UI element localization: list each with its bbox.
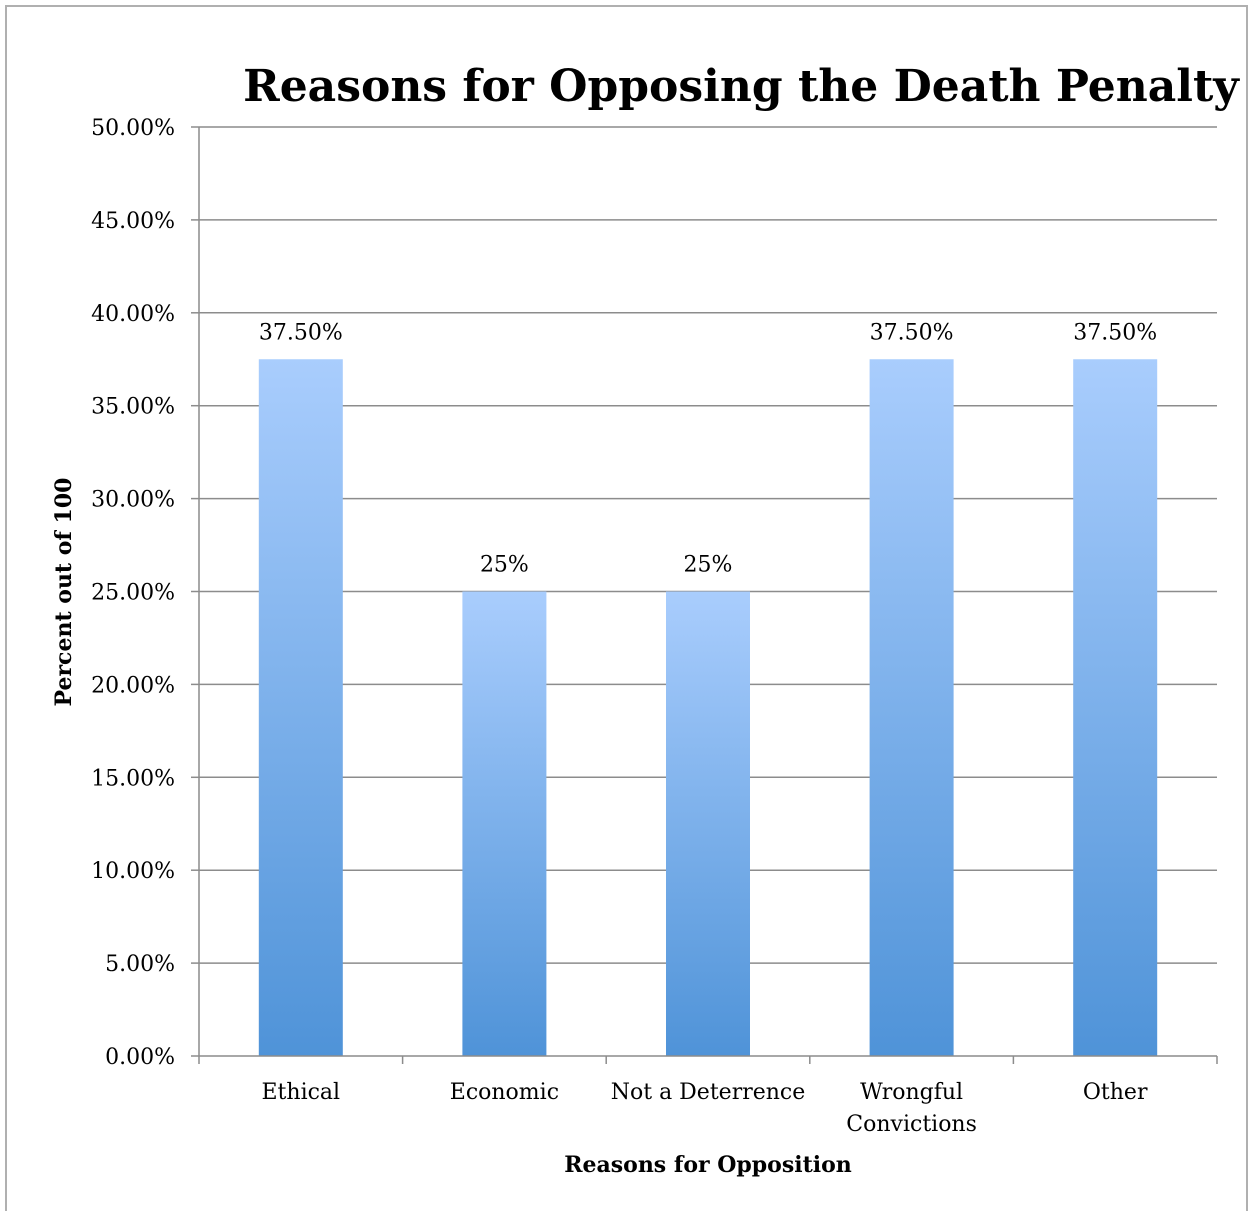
- y-tick-label: 0.00%: [105, 1045, 175, 1070]
- x-tick-label: Other: [1083, 1080, 1148, 1105]
- y-tick-label: 25.00%: [91, 581, 175, 606]
- data-label: 37.50%: [870, 320, 954, 345]
- data-labels: 37.50% 25% 25% 37.50% 37.50%: [259, 320, 1157, 577]
- data-label: 25%: [480, 553, 529, 578]
- chart-frame: [5, 5, 1248, 1211]
- bar: [869, 359, 954, 1056]
- y-tick-label: 20.00%: [91, 673, 175, 698]
- y-tick-label: 15.00%: [91, 766, 175, 791]
- x-tick-labels: Ethical Economic Not a Deterrence Wrongful C…: [262, 1080, 1148, 1137]
- x-tick-label: Not a Deterrence: [611, 1080, 806, 1105]
- axes: [191, 126, 1218, 1064]
- x-tick-label: Convictions: [846, 1112, 977, 1137]
- bar: [258, 359, 343, 1056]
- x-tick-label: Economic: [450, 1080, 559, 1105]
- y-axis-title: Percent out of 100: [51, 478, 77, 707]
- data-label: 37.50%: [259, 320, 343, 345]
- y-tick-label: 30.00%: [91, 488, 175, 513]
- bar: [462, 591, 547, 1056]
- x-axis-title: Reasons for Opposition: [564, 1152, 852, 1178]
- bar: [666, 591, 750, 1056]
- y-tick-label: 50.00%: [91, 116, 175, 141]
- y-tick-label: 40.00%: [91, 302, 175, 327]
- y-tick-label: 10.00%: [91, 859, 175, 884]
- bars: [258, 359, 1158, 1056]
- y-tick-label: 5.00%: [105, 952, 175, 977]
- data-label: 37.50%: [1073, 320, 1157, 345]
- x-tick-label: Ethical: [262, 1080, 341, 1105]
- y-tick-label: 45.00%: [91, 209, 175, 234]
- data-label: 25%: [684, 553, 733, 578]
- bar: [1073, 359, 1158, 1056]
- chart-title: Reasons for Opposing the Death Penalty: [243, 61, 1240, 112]
- y-tick-label: 35.00%: [91, 395, 175, 420]
- x-tick-label: Wrongful: [860, 1080, 963, 1105]
- y-tick-labels: 0.00% 5.00% 10.00% 15.00% 20.00% 25.00% 30.00%…: [91, 116, 175, 1070]
